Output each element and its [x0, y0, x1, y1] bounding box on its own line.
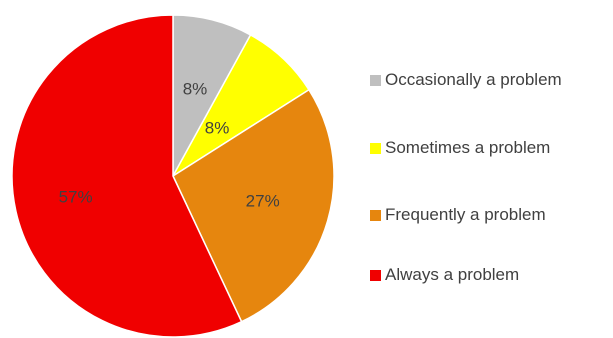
- pie-slice-always: [11, 14, 243, 338]
- legend-item-sometimes: Sometimes a problem: [370, 138, 550, 158]
- legend-swatch-occasionally: [370, 74, 381, 86]
- data-label-always: 57%: [59, 187, 93, 206]
- data-label-occasionally: 8%: [183, 80, 208, 99]
- pie-data-labels: 8% 8% 27% 57%: [59, 80, 280, 211]
- pie-slice-frequently: [172, 88, 335, 323]
- legend-item-occasionally: Occasionally a problem: [370, 70, 562, 90]
- pie-slices: [11, 14, 335, 338]
- legend-item-frequently: Frequently a problem: [370, 205, 546, 225]
- legend-swatch-sometimes: [370, 142, 381, 154]
- legend-label-occasionally: Occasionally a problem: [385, 70, 562, 89]
- legend-label-sometimes: Sometimes a problem: [385, 138, 551, 157]
- legend-swatch-always: [370, 269, 381, 281]
- legend-label-frequently: Frequently a problem: [385, 205, 546, 224]
- data-label-frequently: 27%: [246, 192, 280, 211]
- legend-label-always: Always a problem: [385, 265, 520, 284]
- legend-swatch-frequently: [370, 209, 381, 221]
- data-label-sometimes: 8%: [205, 119, 230, 138]
- legend-item-always: Always a problem: [370, 265, 519, 285]
